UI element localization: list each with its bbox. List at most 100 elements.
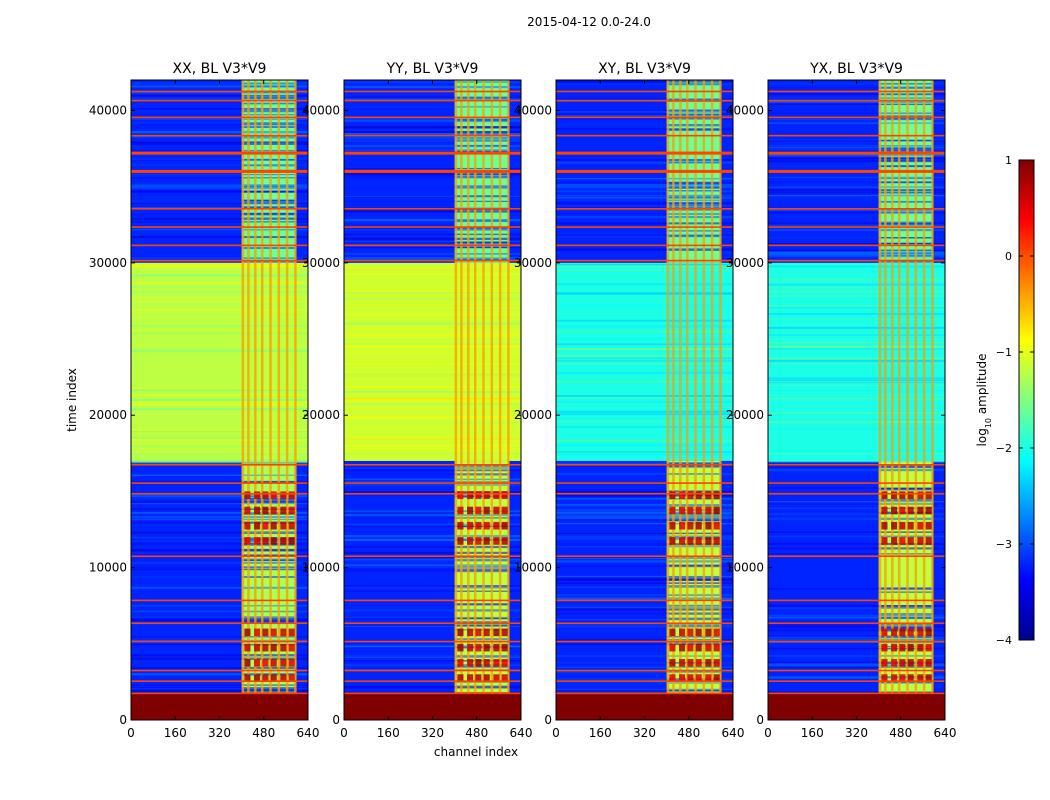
texture-streak: [556, 325, 733, 328]
texture-streak: [556, 266, 733, 269]
texture-streak: [131, 246, 308, 249]
rfi-hot-block: [925, 628, 932, 637]
texture-streak: [131, 263, 308, 266]
texture-streak: [556, 666, 733, 668]
rfi-hot-block: [288, 491, 295, 500]
texture-streak: [768, 427, 945, 430]
rfi-hot-block: [669, 659, 676, 667]
flagged-row: [768, 599, 945, 602]
flagged-row: [768, 259, 945, 262]
rfi-hot-block: [917, 643, 924, 652]
rfi-hot-block: [917, 659, 924, 667]
texture-streak: [768, 503, 945, 505]
flagged-row: [556, 99, 733, 102]
texture-streak: [768, 211, 945, 214]
texture-streak: [131, 689, 308, 693]
texture-streak: [131, 605, 308, 607]
rfi-hot-block: [917, 537, 924, 545]
flagged-row: [768, 226, 945, 228]
texture-streak: [344, 253, 521, 255]
texture-streak: [556, 113, 733, 116]
texture-streak: [556, 304, 733, 307]
texture-streak: [131, 460, 308, 463]
texture-streak: [768, 194, 945, 197]
texture-streak: [768, 535, 945, 538]
flagged-row: [768, 692, 945, 695]
rfi-channel-stripe: [247, 80, 250, 693]
flagged-row: [131, 492, 308, 495]
rfi-hot-block: [288, 537, 295, 545]
flagged-row: [556, 116, 733, 119]
texture-streak: [768, 629, 945, 632]
texture-streak: [131, 273, 308, 276]
rfi-hot-block: [891, 521, 898, 530]
rfi-hot-block: [899, 628, 906, 637]
rfi-hot-block: [925, 521, 932, 530]
panel-4: YX, BL V3*V9 0 160 320 480 640 0 10000 20000 3000…: [726, 61, 957, 740]
texture-streak: [344, 126, 521, 129]
texture-streak: [131, 262, 308, 265]
rfi-hot-block: [925, 674, 932, 682]
rfi-hot-block: [467, 674, 474, 682]
texture-streak: [344, 219, 521, 222]
rfi-hot-block: [669, 628, 676, 637]
texture-streak: [344, 609, 521, 612]
texture-streak: [556, 575, 733, 578]
flagged-row: [344, 464, 521, 466]
texture-streak: [344, 292, 521, 294]
flagged-row: [768, 492, 945, 495]
texture-streak: [768, 542, 945, 546]
texture-streak: [768, 460, 945, 463]
x-tick-label: 160: [589, 726, 612, 740]
texture-streak: [344, 624, 521, 626]
texture-streak: [768, 531, 945, 533]
rfi-hot-block: [899, 659, 906, 667]
texture-streak: [556, 213, 733, 215]
texture-streak: [131, 260, 308, 263]
flagged-row: [131, 226, 308, 228]
texture-streak: [131, 150, 308, 152]
texture-streak: [768, 411, 945, 415]
rfi-hot-block: [457, 537, 464, 545]
rfi-hot-block: [669, 643, 676, 652]
texture-streak: [344, 185, 521, 188]
rfi-hot-block: [483, 506, 490, 515]
texture-streak: [131, 109, 308, 113]
rfi-hot-block: [891, 674, 898, 682]
texture-streak: [768, 222, 945, 226]
texture-streak: [556, 397, 733, 401]
texture-streak: [768, 627, 945, 630]
texture-streak: [556, 117, 733, 120]
rfi-hot-block: [713, 674, 720, 682]
flagged-row: [344, 244, 521, 247]
texture-streak: [131, 439, 308, 442]
rfi-channel-stripe: [254, 80, 257, 693]
texture-streak: [344, 437, 521, 440]
texture-streak: [344, 452, 521, 455]
texture-streak: [768, 208, 945, 211]
rfi-hot-block: [280, 537, 287, 545]
texture-streak: [344, 465, 521, 467]
rfi-hot-block: [483, 521, 490, 530]
x-tick-label: 320: [421, 726, 444, 740]
texture-streak: [131, 402, 308, 405]
rfi-hot-block: [475, 537, 482, 545]
texture-streak: [768, 304, 945, 307]
rfi-hot-block: [881, 537, 888, 545]
flagged-row: [344, 669, 521, 672]
texture-streak: [556, 607, 733, 609]
colorbar-label-sub: 10: [984, 418, 993, 428]
rfi-hot-block: [493, 659, 500, 667]
texture-streak: [131, 137, 308, 139]
texture-streak: [344, 195, 521, 197]
y-tick-label: 30000: [89, 256, 127, 270]
texture-streak: [131, 562, 308, 564]
panel-title: YX, BL V3*V9: [809, 61, 903, 77]
flagged-row: [344, 259, 521, 262]
texture-streak: [131, 212, 308, 216]
texture-streak: [556, 265, 733, 268]
rfi-channel-stripe: [241, 80, 245, 693]
texture-streak: [131, 558, 308, 562]
panel-3: XY, BL V3*V9 0 160 320 480 640 0 10000 20000 3000…: [514, 61, 745, 740]
texture-streak: [556, 206, 733, 209]
